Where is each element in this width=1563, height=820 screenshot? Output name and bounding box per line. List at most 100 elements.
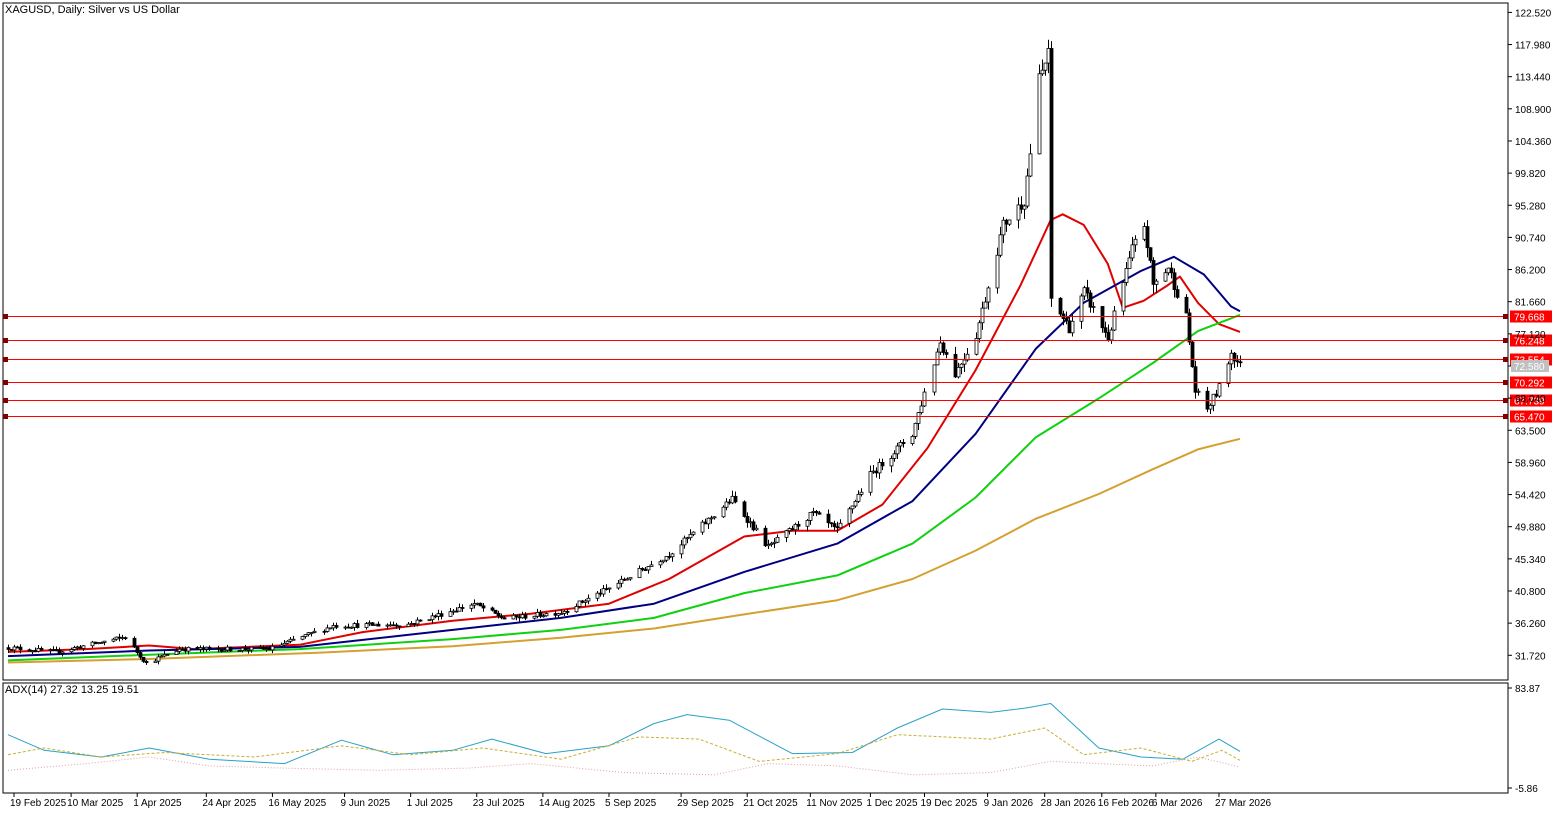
adx-series-line-3 <box>7 756 1241 776</box>
candle-body <box>595 592 600 599</box>
candle-body <box>309 632 314 634</box>
candle-body <box>1043 62 1048 71</box>
candle-body <box>910 436 915 444</box>
level-anchor-right <box>1503 338 1508 343</box>
candle-body <box>331 625 336 629</box>
candle-body <box>658 561 663 566</box>
level-anchor-left <box>3 357 8 362</box>
candle-body <box>207 646 212 649</box>
level-anchor-left <box>3 314 8 319</box>
candle-body <box>373 623 378 626</box>
candle-body <box>352 623 357 628</box>
time-tick-label: 27 Mar 2026 <box>1215 798 1272 809</box>
candle-body <box>39 647 44 651</box>
candle-body <box>439 613 444 617</box>
candle-body <box>895 445 900 455</box>
time-tick-label: 10 Mar 2025 <box>67 798 124 809</box>
candle-body <box>640 568 645 570</box>
candle-body <box>877 462 882 474</box>
candlesticks <box>6 39 1243 665</box>
candle-body <box>995 254 1000 289</box>
time-tick-label: 1 Jul 2025 <box>407 798 454 809</box>
candle-body <box>745 516 750 523</box>
candle-body <box>874 470 879 474</box>
candle-body <box>959 363 964 368</box>
candle-body <box>322 630 327 633</box>
candle-body <box>312 630 317 633</box>
candle-body <box>775 536 780 543</box>
main-plot-frame <box>2 2 1509 681</box>
candle-body <box>619 578 624 584</box>
candle-body <box>328 627 333 630</box>
candle-body <box>956 366 961 378</box>
time-tick-label: 19 Feb 2025 <box>10 798 67 809</box>
candle-body <box>1022 205 1027 210</box>
price-axis: 122.520 117.980 113.440 108.900 104.360 99.82… <box>1508 8 1552 795</box>
candle-body <box>892 453 897 459</box>
price-tick-label: 54.420 <box>1515 491 1546 502</box>
level-anchor-right <box>1503 357 1508 362</box>
candle-body <box>306 632 311 635</box>
candle-body <box>493 609 498 614</box>
level-price-label: 67.739 <box>1514 397 1545 408</box>
candle-body <box>204 646 209 650</box>
candle-body <box>889 457 894 467</box>
candle-body <box>583 600 588 603</box>
candle-body <box>1238 361 1243 364</box>
candle-body <box>1037 73 1042 155</box>
level-anchor-left <box>3 398 8 403</box>
candle-body <box>1229 352 1234 365</box>
candle-body <box>60 651 65 654</box>
candle-body <box>436 613 441 617</box>
candle-body <box>751 521 756 531</box>
candle-body <box>346 626 351 629</box>
candle-body <box>1079 295 1084 322</box>
candle-body <box>559 613 564 615</box>
price-tick-label: 108.900 <box>1515 105 1552 116</box>
candle-body <box>162 653 167 657</box>
candle-body <box>135 646 140 653</box>
candle-body <box>1142 226 1147 240</box>
candle-body <box>853 500 858 507</box>
candle-body <box>282 642 287 646</box>
candle-body <box>598 592 603 595</box>
candle-body <box>727 501 732 504</box>
candle-body <box>532 615 537 619</box>
candle-body <box>6 647 11 650</box>
candle-body <box>1007 219 1012 225</box>
candle-body <box>769 542 774 545</box>
candle-body <box>120 637 125 640</box>
candle-body <box>325 627 330 632</box>
level-price-label: 79.668 <box>1514 313 1545 324</box>
price-tick-label: 49.880 <box>1515 523 1546 534</box>
candle-body <box>808 511 813 521</box>
candle-body <box>427 619 432 622</box>
candle-body <box>448 611 453 617</box>
candle-body <box>538 612 543 617</box>
candle-body <box>514 614 519 618</box>
candle-body <box>1217 383 1222 397</box>
candle-body <box>81 645 86 649</box>
adx-lines <box>7 703 1241 776</box>
candle-body <box>1091 306 1096 308</box>
candle-body <box>1112 310 1117 331</box>
candle-body <box>1070 320 1075 334</box>
candle-body <box>974 338 979 355</box>
time-tick-label: 9 Jan 2026 <box>984 798 1034 809</box>
candle-body <box>691 531 696 535</box>
price-tick-label: 81.660 <box>1515 298 1546 309</box>
price-tick-label: 113.440 <box>1515 73 1551 84</box>
candle-body <box>418 619 423 622</box>
candle-body <box>679 544 684 555</box>
candle-body <box>682 537 687 546</box>
adx-series-line-1 <box>7 703 1241 765</box>
candle-body <box>712 516 717 519</box>
candle-body <box>1019 204 1024 210</box>
candle-body <box>941 342 946 353</box>
candle-body <box>962 359 967 365</box>
candle-body <box>78 646 83 649</box>
candle-body <box>433 615 438 618</box>
level-price-label: 65.470 <box>1514 413 1545 424</box>
adx-plot-frame <box>2 682 1509 794</box>
candle-body <box>415 619 420 625</box>
